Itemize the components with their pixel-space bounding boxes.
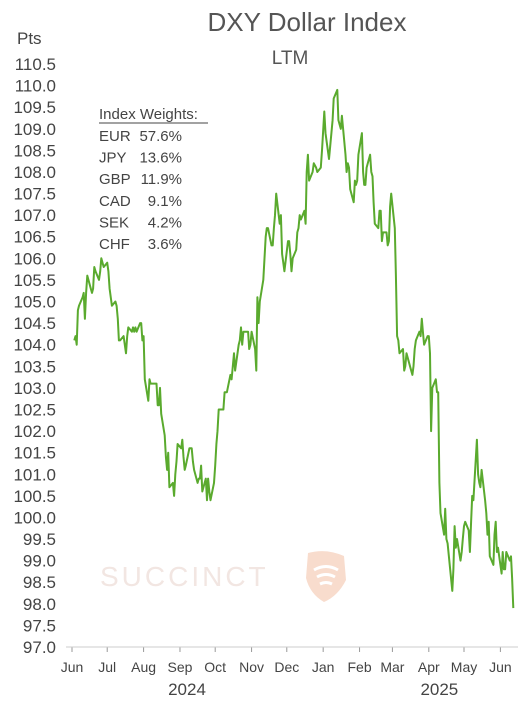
watermark-text: SUCCINCT — [100, 561, 269, 592]
y-tick-label: 105.0 — [13, 293, 56, 312]
y-tick-label: 100.5 — [13, 487, 56, 506]
chart-title: DXY Dollar Index — [208, 7, 407, 37]
weight-value: 3.6% — [148, 236, 182, 253]
watermark: SUCCINCT — [100, 551, 346, 602]
year-labels: 2024 2025 — [168, 680, 458, 699]
x-axis-ticks: Jun Jul Aug Sep Oct Nov Dec Jan Feb Mar Apr May Jun — [61, 647, 512, 675]
x-tick-label: May — [451, 659, 477, 675]
y-axis-ticks: 110.5 110.0 109.5 109.0 108.5 108.0 107.5 107.0… — [13, 55, 56, 657]
x-tick-label: Sep — [168, 659, 193, 675]
index-weights-list: EUR 57.6% JPY 13.6% GBP 11.9% CAD 9.1% SEK 4.2% CH… — [99, 128, 182, 253]
x-tick-label: Jul — [98, 659, 116, 675]
y-tick-label: 97.5 — [23, 616, 56, 635]
weight-currency: CAD — [99, 193, 131, 210]
y-tick-label: 101.5 — [13, 444, 56, 463]
x-tick-label: Nov — [239, 659, 264, 675]
weight-value: 57.6% — [139, 128, 182, 145]
succinct-logo-icon — [306, 551, 346, 602]
y-tick-label: 108.0 — [13, 163, 56, 182]
y-tick-label: 99.5 — [23, 530, 56, 549]
y-tick-label: 103.5 — [13, 357, 56, 376]
y-tick-label: 104.5 — [13, 314, 56, 333]
x-tick-label: Jun — [61, 659, 84, 675]
chart-subtitle: LTM — [272, 48, 309, 69]
weight-currency: JPY — [99, 150, 127, 167]
x-tick-label: Dec — [274, 659, 299, 675]
y-tick-label: 105.5 — [13, 271, 56, 290]
dxy-series-line — [73, 88, 515, 609]
y-tick-label: 99.0 — [23, 552, 56, 571]
x-tick-label: Jun — [489, 659, 512, 675]
y-tick-label: 102.5 — [13, 400, 56, 419]
y-tick-label: 103.0 — [13, 379, 56, 398]
weight-value: 11.9% — [141, 171, 182, 188]
year-label: 2024 — [168, 680, 206, 699]
y-tick-label: 106.5 — [13, 228, 56, 247]
y-tick-label: 101.0 — [13, 465, 56, 484]
weight-currency: SEK — [99, 214, 129, 231]
y-axis-unit: Pts — [17, 29, 42, 48]
y-tick-label: 109.0 — [13, 120, 56, 139]
x-tick-label: Jan — [312, 659, 335, 675]
y-tick-label: 98.5 — [23, 573, 56, 592]
index-weights-title: Index Weights: — [99, 106, 198, 123]
y-tick-label: 104.0 — [13, 336, 56, 355]
y-tick-label: 100.0 — [13, 508, 56, 527]
x-tick-label: Apr — [418, 659, 440, 675]
y-tick-label: 108.5 — [13, 141, 56, 160]
y-tick-label: 110.0 — [15, 77, 56, 96]
y-tick-label: 107.0 — [13, 206, 56, 225]
weight-currency: CHF — [99, 236, 130, 253]
y-tick-label: 110.5 — [15, 55, 56, 74]
index-weights-box: Index Weights: EUR 57.6% JPY 13.6% GBP 11.9% C… — [99, 106, 208, 253]
y-tick-label: 97.0 — [23, 638, 56, 657]
x-tick-label: Aug — [131, 659, 156, 675]
y-tick-label: 107.5 — [13, 185, 56, 204]
y-tick-label: 109.5 — [13, 98, 56, 117]
x-tick-label: Feb — [347, 659, 371, 675]
y-tick-label: 102.0 — [13, 422, 56, 441]
y-tick-label: 98.0 — [23, 595, 56, 614]
x-tick-label: Oct — [204, 659, 226, 675]
weight-currency: EUR — [99, 128, 131, 145]
weight-value: 13.6% — [139, 150, 182, 167]
y-tick-label: 106.0 — [13, 249, 56, 268]
year-label: 2025 — [420, 680, 458, 699]
weight-value: 9.1% — [148, 193, 182, 210]
weight-value: 4.2% — [148, 214, 182, 231]
weight-currency: GBP — [99, 171, 131, 188]
x-tick-label: Mar — [380, 659, 404, 675]
